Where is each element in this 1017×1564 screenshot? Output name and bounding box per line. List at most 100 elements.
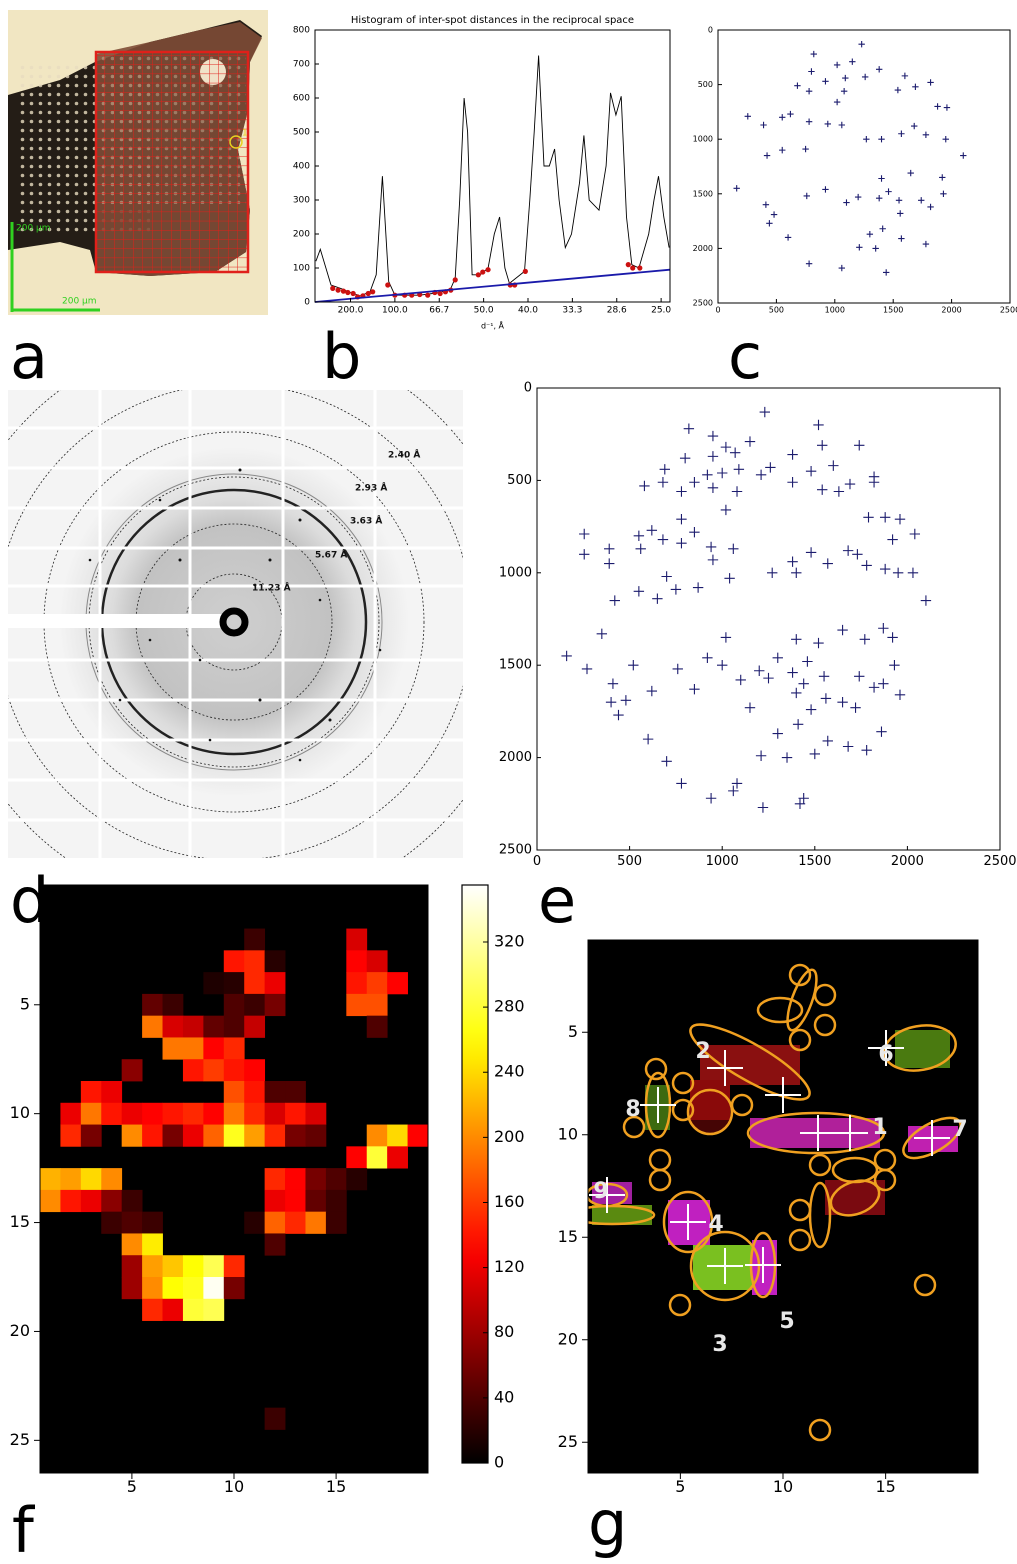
x-tick-label: 2500 (1000, 306, 1017, 315)
cell (40, 1168, 61, 1191)
point (861, 745, 872, 756)
spot-ellipse (668, 1293, 692, 1317)
colorbar-tick-label: 240 (494, 1062, 525, 1081)
cell (203, 1277, 225, 1300)
centroid-cross (640, 1087, 676, 1123)
point (717, 467, 728, 479)
centroid-cross (868, 1030, 904, 1066)
spot-ellipse (788, 1028, 812, 1052)
point (849, 58, 856, 65)
cell (325, 1168, 347, 1191)
centroid-cross (914, 1120, 950, 1156)
spot-ellipse (730, 1093, 754, 1117)
point (943, 104, 951, 111)
point (805, 260, 813, 267)
point (863, 512, 874, 523)
point (604, 558, 615, 569)
colorbar-tick-label: 0 (494, 1453, 504, 1472)
point (897, 210, 904, 217)
point (787, 110, 794, 118)
point (922, 131, 930, 139)
y-tick-label: 20 (558, 1329, 578, 1348)
point (794, 798, 806, 809)
point (729, 447, 741, 458)
point (646, 685, 658, 697)
point (731, 778, 743, 789)
point (581, 663, 593, 675)
cell (203, 1102, 225, 1125)
cell (80, 1102, 102, 1125)
cell (203, 1124, 225, 1147)
point (920, 595, 932, 606)
x-tick-label: 1000 (706, 854, 739, 869)
point (657, 477, 669, 488)
point (787, 449, 798, 460)
cell (223, 950, 245, 973)
point (818, 671, 830, 682)
point (878, 175, 885, 182)
cell (244, 928, 266, 951)
cell (101, 1102, 123, 1125)
centroid-cross (589, 1177, 625, 1213)
point (330, 285, 336, 291)
cell (142, 1298, 163, 1321)
y-tick-label: 1000 (693, 135, 713, 144)
point (787, 556, 798, 567)
cell (223, 1059, 245, 1082)
point (762, 201, 770, 208)
cell (244, 1081, 266, 1104)
cell (223, 1081, 245, 1104)
x-tick-label: 10 (773, 1477, 793, 1496)
point (909, 528, 921, 540)
cell (40, 1189, 61, 1213)
point (763, 672, 774, 684)
cell (223, 1277, 245, 1300)
point (907, 567, 919, 578)
cell (346, 1168, 368, 1191)
cell (142, 1124, 163, 1147)
point (720, 504, 732, 516)
x-tick-label: 1500 (798, 854, 831, 869)
y-tick-label: 2500 (499, 843, 532, 858)
point (887, 632, 898, 643)
centroid-cross (745, 1247, 781, 1283)
y-tick-label: 500 (698, 80, 713, 89)
x-tick-label: 100.0 (382, 306, 408, 316)
point (485, 267, 491, 273)
point (728, 785, 739, 797)
spot-ellipse (686, 1088, 734, 1136)
point (894, 86, 902, 94)
point (843, 199, 850, 206)
point (646, 525, 658, 536)
point (889, 660, 900, 671)
point (784, 234, 792, 241)
point (861, 560, 872, 571)
point (720, 441, 732, 453)
point (755, 750, 767, 761)
point (689, 684, 700, 695)
point (912, 83, 919, 90)
cell (182, 1037, 204, 1060)
point (707, 554, 719, 566)
cell (142, 1015, 163, 1038)
point (803, 192, 810, 200)
y-tick-label: 15 (10, 1212, 30, 1231)
point (340, 288, 346, 294)
point (805, 704, 817, 715)
point (894, 689, 906, 700)
plot-frame (314, 29, 671, 303)
cell (387, 1124, 408, 1147)
centroid-cross (707, 1050, 743, 1086)
point (772, 652, 783, 664)
point (822, 186, 829, 193)
centroid-cross (707, 1248, 743, 1284)
point (637, 265, 643, 271)
cell (121, 1255, 143, 1278)
y-tick-label: 500 (507, 473, 532, 488)
point (809, 748, 820, 760)
x-tick-label: 33.3 (562, 306, 582, 316)
x-tick-label: 40.0 (518, 306, 538, 316)
point (878, 678, 889, 689)
pixel-block (895, 1030, 950, 1068)
